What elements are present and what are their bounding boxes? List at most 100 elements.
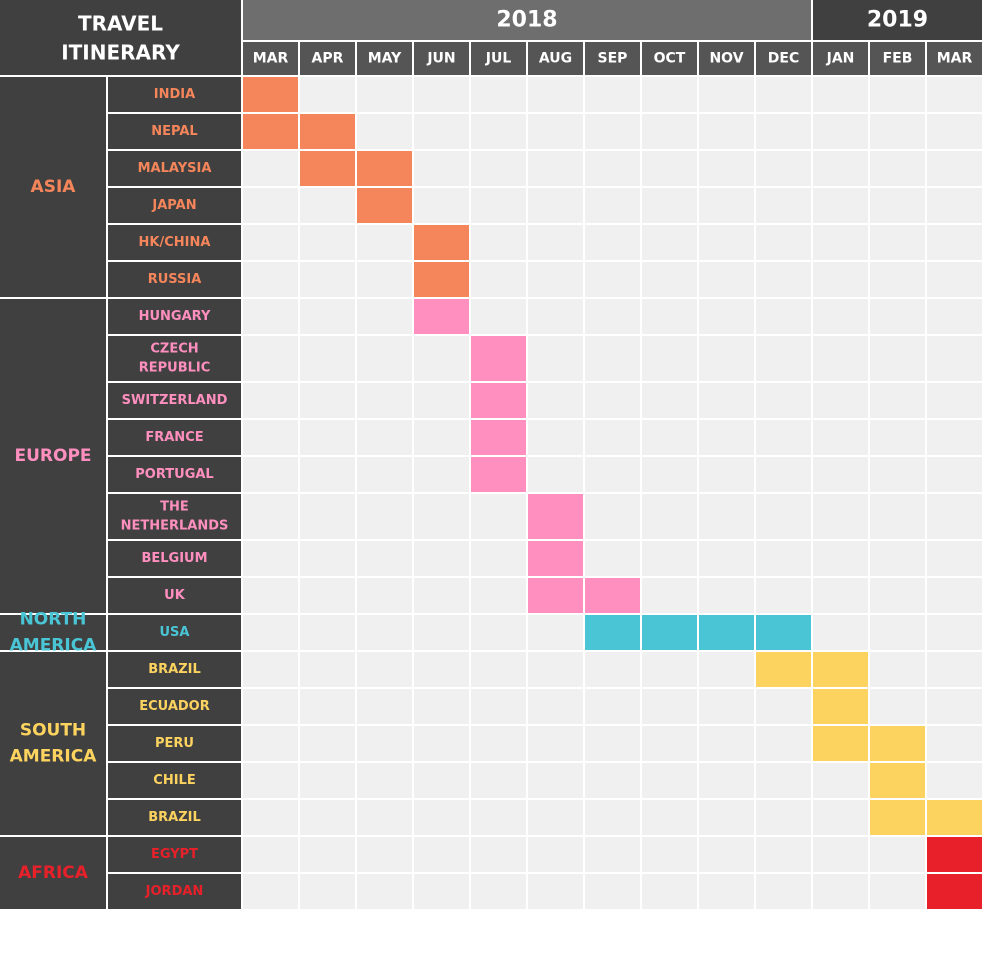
empty-cell-brazil-7 (642, 800, 697, 835)
month-label-oct-7: OCT (654, 51, 686, 67)
empty-cell-brazil-3 (414, 652, 469, 687)
empty-cell-jordan-2 (357, 874, 412, 909)
empty-cell-ecuador-3 (414, 689, 469, 724)
empty-cell-france-0 (243, 420, 298, 455)
empty-cell-france-11 (870, 420, 925, 455)
trip-bar-hk-china-3 (414, 225, 469, 260)
empty-cell-brazil-5 (528, 652, 583, 687)
empty-cell-ecuador-0 (243, 689, 298, 724)
empty-cell-hk-china-9 (756, 225, 811, 260)
empty-cell-uk-8 (699, 578, 754, 613)
empty-cell-hungary-4 (471, 299, 526, 334)
empty-cell-hk-china-2 (357, 225, 412, 260)
empty-cell-chile-12 (927, 763, 982, 798)
month-header-9 (756, 42, 811, 75)
year-header-2018 (243, 0, 811, 40)
empty-cell-brazil-6 (585, 652, 640, 687)
empty-cell-russia-2 (357, 262, 412, 297)
trip-bar-russia-3 (414, 262, 469, 297)
empty-cell-russia-4 (471, 262, 526, 297)
trip-bar-usa-8 (699, 615, 754, 650)
empty-cell-egypt-2 (357, 837, 412, 872)
empty-cell-hungary-8 (699, 299, 754, 334)
empty-cell-switzerland-0 (243, 383, 298, 418)
empty-cell-japan-12 (927, 188, 982, 223)
empty-cell-portugal-8 (699, 457, 754, 492)
empty-cell-ecuador-4 (471, 689, 526, 724)
country-cell-hk-china (108, 225, 241, 260)
empty-cell-ecuador-6 (585, 689, 640, 724)
empty-cell-uk-4 (471, 578, 526, 613)
empty-cell-ecuador-12 (927, 689, 982, 724)
empty-cell-the-netherlands-12 (927, 494, 982, 539)
empty-cell-jordan-4 (471, 874, 526, 909)
trip-bar-brazil-10 (813, 652, 868, 687)
country-label-japan: JAPAN (151, 198, 196, 213)
empty-cell-ecuador-8 (699, 689, 754, 724)
country-label-malaysia: MALAYSIA (138, 161, 212, 176)
empty-cell-malaysia-6 (585, 151, 640, 186)
empty-cell-chile-5 (528, 763, 583, 798)
country-label-switzerland: SWITZERLAND (122, 393, 228, 408)
chart-title: TRAVEL ITINERARY (61, 12, 180, 65)
empty-cell-czech-republic-0 (243, 336, 298, 381)
region-label-africa: AFRICA (18, 863, 89, 883)
empty-cell-jordan-6 (585, 874, 640, 909)
empty-cell-egypt-9 (756, 837, 811, 872)
empty-cell-russia-1 (300, 262, 355, 297)
empty-cell-peru-7 (642, 726, 697, 761)
empty-cell-japan-10 (813, 188, 868, 223)
empty-cell-peru-2 (357, 726, 412, 761)
empty-cell-india-12 (927, 77, 982, 112)
month-header-12 (927, 42, 982, 75)
year-header-2019 (813, 0, 982, 40)
empty-cell-switzerland-7 (642, 383, 697, 418)
month-label-nov-8: NOV (709, 51, 743, 67)
country-label-usa: USA (160, 625, 190, 640)
empty-cell-malaysia-0 (243, 151, 298, 186)
empty-cell-uk-3 (414, 578, 469, 613)
country-label-hk-china: HK/CHINA (139, 235, 211, 250)
country-label-czech-republic: CZECH REPUBLIC (139, 342, 211, 376)
empty-cell-malaysia-8 (699, 151, 754, 186)
empty-cell-india-4 (471, 77, 526, 112)
country-cell-brazil (108, 652, 241, 687)
empty-cell-portugal-2 (357, 457, 412, 492)
empty-cell-belgium-8 (699, 541, 754, 576)
empty-cell-the-netherlands-3 (414, 494, 469, 539)
empty-cell-nepal-6 (585, 114, 640, 149)
country-label-brazil: BRAZIL (148, 662, 201, 677)
trip-bar-usa-7 (642, 615, 697, 650)
empty-cell-usa-2 (357, 615, 412, 650)
empty-cell-chile-10 (813, 763, 868, 798)
empty-cell-nepal-2 (357, 114, 412, 149)
empty-cell-jordan-10 (813, 874, 868, 909)
empty-cell-japan-3 (414, 188, 469, 223)
country-cell-brazil (108, 800, 241, 835)
empty-cell-russia-12 (927, 262, 982, 297)
country-label-portugal: PORTUGAL (135, 467, 213, 482)
empty-cell-peru-5 (528, 726, 583, 761)
empty-cell-uk-7 (642, 578, 697, 613)
empty-cell-the-netherlands-9 (756, 494, 811, 539)
empty-cell-nepal-11 (870, 114, 925, 149)
empty-cell-brazil-5 (528, 800, 583, 835)
trip-bar-brazil-12 (927, 800, 982, 835)
empty-cell-malaysia-11 (870, 151, 925, 186)
empty-cell-russia-8 (699, 262, 754, 297)
empty-cell-portugal-3 (414, 457, 469, 492)
empty-cell-hk-china-11 (870, 225, 925, 260)
empty-cell-brazil-10 (813, 800, 868, 835)
empty-cell-egypt-8 (699, 837, 754, 872)
empty-cell-brazil-9 (756, 800, 811, 835)
empty-cell-france-12 (927, 420, 982, 455)
trip-bar-usa-9 (756, 615, 811, 650)
region-label-south-america: SOUTH AMERICA (10, 721, 98, 767)
empty-cell-czech-republic-1 (300, 336, 355, 381)
empty-cell-india-3 (414, 77, 469, 112)
trip-bar-uk-6 (585, 578, 640, 613)
empty-cell-egypt-11 (870, 837, 925, 872)
region-label-north-america: NORTH AMERICA (10, 610, 98, 656)
empty-cell-brazil-2 (357, 652, 412, 687)
